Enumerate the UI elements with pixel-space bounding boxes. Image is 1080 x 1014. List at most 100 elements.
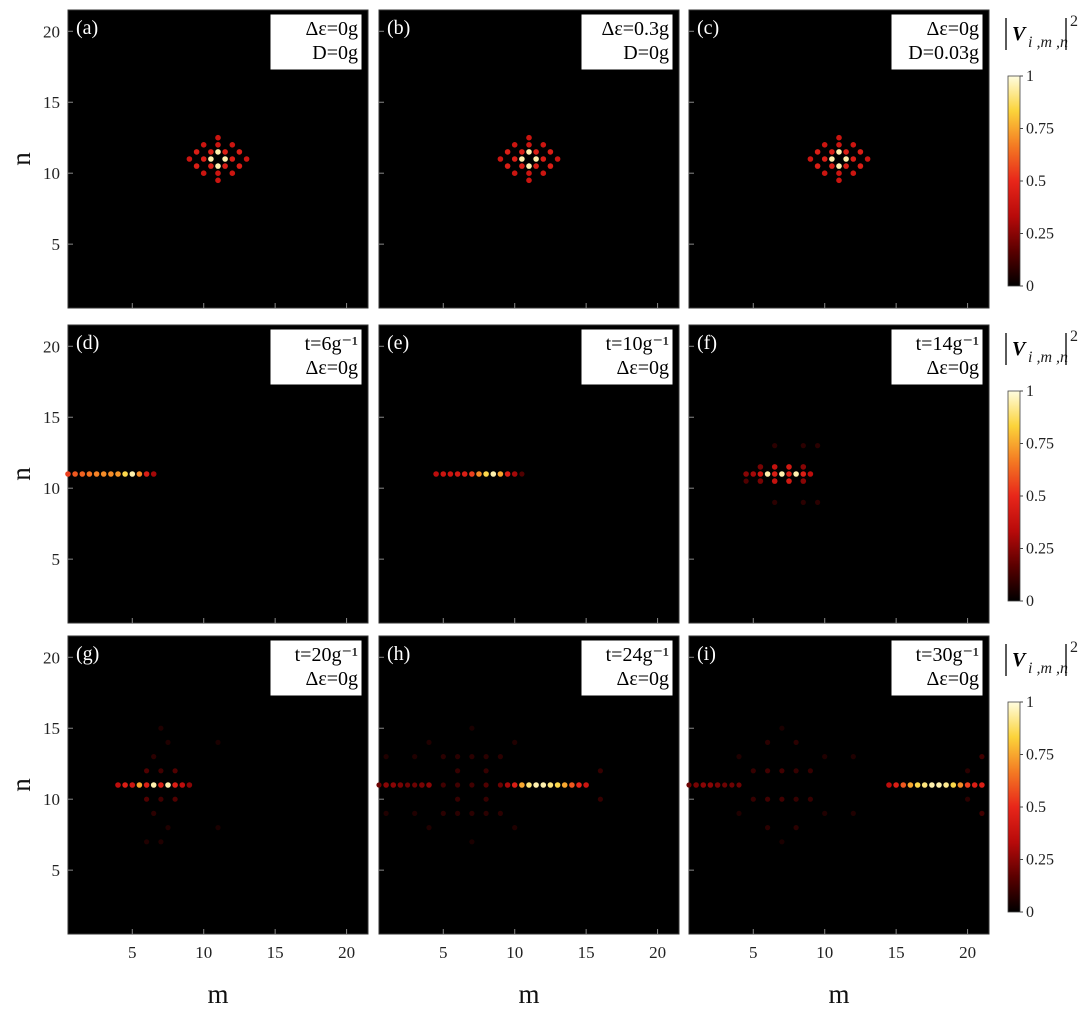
data-point xyxy=(821,156,828,162)
colorbar-title-superscript: 2 xyxy=(1070,639,1078,656)
data-point xyxy=(793,796,799,802)
y-tick-label: 20 xyxy=(43,337,60,356)
data-point xyxy=(583,782,589,788)
data-point xyxy=(807,796,814,802)
annotation-box xyxy=(890,328,984,386)
data-point xyxy=(779,768,785,774)
colorbar-title-superscript: 2 xyxy=(1070,328,1078,345)
data-point xyxy=(750,768,756,774)
data-point xyxy=(215,170,221,176)
data-point xyxy=(800,478,807,484)
data-point xyxy=(519,163,525,169)
data-point xyxy=(965,796,971,802)
data-point xyxy=(143,782,150,788)
data-point xyxy=(750,796,756,802)
data-point xyxy=(554,782,561,788)
data-point xyxy=(469,782,475,788)
colorbar-tick-label: 0 xyxy=(1026,904,1034,921)
data-point xyxy=(222,163,228,169)
x-tick-label: 5 xyxy=(749,943,758,962)
data-point xyxy=(857,149,864,155)
data-point xyxy=(736,810,742,817)
data-point xyxy=(440,782,446,788)
x-tick-label: 20 xyxy=(649,943,666,962)
y-tick-label: 10 xyxy=(43,790,60,809)
panel-label: (e) xyxy=(387,332,409,354)
x-tick-label: 20 xyxy=(338,943,355,962)
data-point xyxy=(144,768,150,774)
data-point xyxy=(390,782,397,788)
data-point xyxy=(454,471,461,477)
data-point xyxy=(757,471,764,477)
data-point xyxy=(736,782,742,788)
data-point xyxy=(165,782,171,788)
annotation-text: Δε=0g xyxy=(305,357,358,379)
data-point xyxy=(843,149,849,155)
data-point xyxy=(850,142,857,148)
data-point xyxy=(151,810,157,817)
data-point xyxy=(504,149,511,155)
annotation-text: Δε=0g xyxy=(305,18,358,40)
annotation-text: Δε=0g xyxy=(305,668,358,690)
data-point xyxy=(412,754,418,760)
data-point xyxy=(511,170,518,176)
annotation-text: t=20g⁻¹ xyxy=(295,644,358,666)
data-point xyxy=(843,156,849,162)
data-point xyxy=(229,170,236,176)
data-point xyxy=(93,471,100,477)
data-point xyxy=(743,478,749,484)
data-point xyxy=(729,782,735,788)
colorbar-title-superscript: 2 xyxy=(1070,13,1078,30)
y-axis-label: n xyxy=(6,778,36,792)
data-point xyxy=(483,768,489,774)
annotation-box xyxy=(580,639,674,697)
data-point xyxy=(397,782,404,788)
colorbar-tick-label: 0.5 xyxy=(1026,488,1046,505)
x-tick-label: 15 xyxy=(267,943,284,962)
annotation-text: t=6g⁻¹ xyxy=(305,333,358,355)
data-point xyxy=(72,471,78,477)
data-point xyxy=(526,782,532,788)
y-axis-label: n xyxy=(6,152,36,166)
data-point xyxy=(215,177,221,184)
panel-c: (c) Δε=0gD=0.03g xyxy=(688,9,990,309)
data-point xyxy=(850,754,856,760)
data-point xyxy=(497,471,504,477)
y-tick-label: 15 xyxy=(43,719,60,738)
data-point xyxy=(540,170,547,176)
data-point xyxy=(215,134,221,141)
data-point xyxy=(172,782,178,788)
data-point xyxy=(483,810,489,817)
data-point xyxy=(483,754,489,760)
colorbar-tick-label: 0.75 xyxy=(1026,121,1054,138)
data-point xyxy=(215,825,221,831)
data-point xyxy=(786,478,792,484)
data-point xyxy=(158,839,164,845)
data-point xyxy=(914,782,921,788)
data-point xyxy=(821,142,828,148)
data-point xyxy=(497,156,504,162)
data-point xyxy=(533,149,539,155)
data-point xyxy=(208,163,214,169)
data-point xyxy=(469,725,475,731)
colorbar-title-subscript: i ,m ,n xyxy=(1028,34,1068,51)
data-point xyxy=(243,156,250,162)
data-point xyxy=(822,810,828,817)
data-point xyxy=(79,471,86,477)
colorbar-tick-label: 0.5 xyxy=(1026,173,1046,190)
data-point xyxy=(554,156,561,162)
data-point xyxy=(186,782,193,788)
colorbar-tick-label: 1 xyxy=(1026,694,1034,711)
x-axis-label: m xyxy=(518,979,539,1009)
panel-label: (d) xyxy=(76,332,99,354)
x-tick-label: 15 xyxy=(578,943,595,962)
x-tick-label: 10 xyxy=(816,943,833,962)
data-point xyxy=(800,499,806,505)
data-point xyxy=(943,782,949,788)
data-point xyxy=(490,471,497,477)
data-point xyxy=(772,499,778,505)
data-point xyxy=(447,471,454,477)
data-point xyxy=(936,782,942,788)
data-point xyxy=(455,782,461,788)
